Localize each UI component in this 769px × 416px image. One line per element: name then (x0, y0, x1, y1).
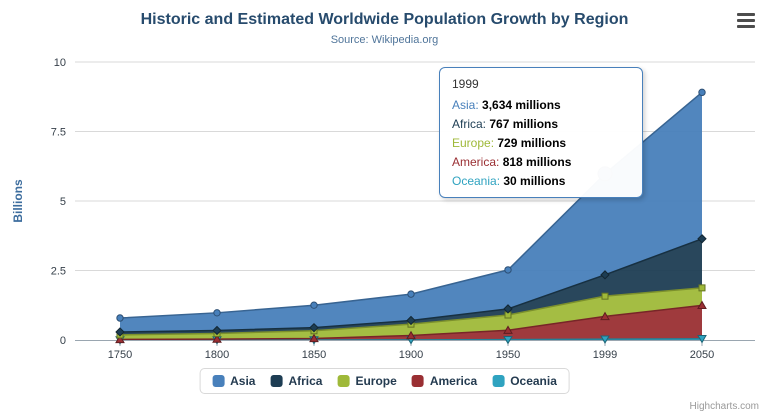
tooltip-series-name: Asia: (452, 98, 483, 112)
x-axis-tick-label: 1850 (302, 349, 326, 361)
legend-item-oceania[interactable]: Oceania (492, 374, 557, 388)
chart-title: Historic and Estimated Worldwide Populat… (140, 11, 629, 28)
marker-asia[interactable] (407, 290, 415, 298)
highcharts-credits[interactable]: Highcharts.com (689, 401, 759, 412)
marker-america[interactable] (115, 334, 125, 344)
y-axis-tick-label: 5 (60, 196, 66, 208)
marker-america[interactable] (697, 300, 707, 310)
marker-america[interactable] (503, 325, 513, 334)
legend-label: Asia (230, 374, 256, 388)
series-area-africa[interactable] (120, 238, 702, 335)
hamburger-bar (737, 25, 755, 28)
tooltip-row: Oceania: 30 millions (452, 174, 630, 188)
marker-africa[interactable] (406, 315, 416, 326)
legend-swatch-europe (337, 375, 350, 387)
legend-item-asia[interactable]: Asia (212, 374, 255, 388)
hamburger-menu-icon[interactable] (737, 13, 755, 31)
legend-swatch-america (411, 375, 424, 387)
x-axis-tick-label: 1900 (399, 349, 423, 361)
tooltip-row: Asia: 3,634 millions (452, 98, 630, 112)
hamburger-bar (737, 13, 755, 16)
x-axis-tick-label: 1800 (205, 349, 229, 361)
marker-america[interactable] (600, 311, 610, 321)
marker-asia[interactable] (213, 309, 221, 317)
legend-item-america[interactable]: America (411, 374, 478, 388)
marker-america[interactable] (212, 334, 222, 343)
y-axis-tick-label: 0 (60, 335, 66, 347)
marker-america[interactable] (406, 330, 416, 340)
marker-africa[interactable] (503, 304, 513, 314)
x-axis-tick-label: 1750 (108, 349, 132, 361)
hamburger-bar (737, 19, 755, 22)
marker-europe[interactable] (601, 292, 609, 300)
legend-label: Africa (288, 374, 323, 388)
x-axis-tick-label: 1950 (496, 349, 520, 361)
tooltip: 1999 Asia: 3,634 millions Africa: 767 mil… (439, 67, 643, 198)
series-area-asia[interactable] (120, 92, 702, 332)
legend-label: Europe (355, 374, 397, 388)
legend-item-africa[interactable]: Africa (270, 374, 322, 388)
marker-asia[interactable] (310, 301, 318, 309)
tooltip-series-value: 729 millions (497, 136, 567, 150)
marker-africa[interactable] (115, 327, 125, 337)
legend-label: America (429, 374, 478, 388)
tooltip-row: Europe: 729 millions (452, 136, 630, 150)
tooltip-header: 1999 (452, 77, 479, 91)
legend-item-europe[interactable]: Europe (337, 374, 397, 388)
tooltip-series-value: 3,634 millions (482, 98, 561, 112)
marker-asia[interactable] (504, 266, 512, 274)
y-axis-tick-label: 7.5 (51, 127, 66, 139)
marker-africa[interactable] (600, 270, 610, 280)
tooltip-series-name: America: (452, 155, 503, 169)
y-axis-tick-label: 2.5 (51, 266, 66, 278)
marker-america[interactable] (309, 333, 319, 343)
tooltip-series-value: 767 millions (489, 117, 559, 131)
tooltip-row: America: 818 millions (452, 155, 630, 169)
tooltip-series-name: Oceania: (452, 174, 504, 188)
marker-asia[interactable] (116, 314, 124, 322)
chart-subtitle: Source: Wikipedia.org (330, 34, 439, 46)
y-axis-title: Billions (11, 179, 25, 223)
x-axis-tick-label: 1999 (593, 349, 617, 361)
marker-oceania[interactable] (697, 335, 707, 344)
x-axis-tick-label: 2050 (690, 349, 714, 361)
legend-label: Oceania (510, 374, 557, 388)
y-axis-tick-label: 10 (54, 57, 66, 69)
tooltip-rows: Asia: 3,634 millions Africa: 767 millions… (452, 98, 630, 188)
legend-swatch-asia (212, 375, 225, 387)
tooltip-series-value: 30 millions (503, 174, 566, 188)
marker-africa[interactable] (212, 325, 222, 336)
marker-africa[interactable] (697, 234, 707, 244)
legend-swatch-africa (270, 375, 283, 387)
marker-oceania[interactable] (503, 335, 513, 345)
legend-swatch-oceania (492, 375, 505, 387)
tooltip-series-name: Africa: (452, 117, 490, 131)
marker-asia[interactable] (698, 88, 706, 97)
series-area-america[interactable] (120, 305, 702, 340)
marker-oceania[interactable] (600, 335, 610, 344)
marker-africa[interactable] (309, 322, 319, 333)
tooltip-row: Africa: 767 millions (452, 117, 630, 131)
legend: Asia Africa Europe America Oceania (199, 368, 570, 394)
marker-europe[interactable] (698, 284, 706, 292)
tooltip-series-value: 818 millions (502, 155, 572, 169)
tooltip-series-name: Europe: (452, 136, 498, 150)
